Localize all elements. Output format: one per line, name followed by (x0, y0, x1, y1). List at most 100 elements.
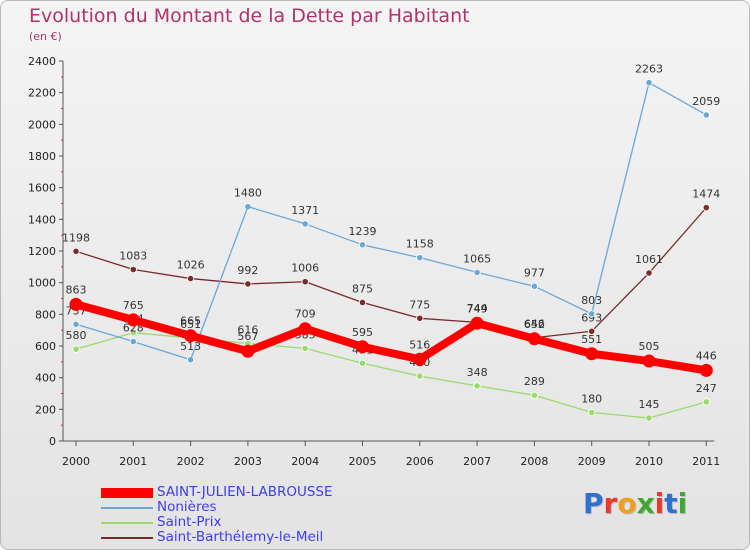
data-label-noni-res-2009: 803 (581, 294, 602, 307)
point-noni-res-2007 (473, 268, 481, 276)
data-label-saint-julien-labrousse-2001: 765 (123, 299, 144, 312)
point-saint-barth-lemy-le-meil-2000 (72, 247, 80, 255)
data-label-noni-res-2005: 1239 (349, 225, 377, 238)
data-label-saint-prix-2010: 145 (639, 398, 660, 411)
point-saint-julien-labrousse-2001 (126, 313, 140, 327)
series-line-noni-res-1 (304, 82, 707, 315)
logo-letter: P (583, 487, 604, 520)
point-saint-barth-lemy-le-meil-2011 (702, 204, 710, 212)
point-saint-barth-lemy-le-meil-2010 (645, 269, 653, 277)
y-tick-label-1400: 1400 (28, 213, 56, 226)
point-noni-res-2005 (358, 241, 367, 249)
point-saint-prix-2007 (473, 382, 481, 390)
data-label-noni-res-2010: 2263 (635, 63, 663, 76)
x-tick-label-2001: 2001 (119, 455, 147, 468)
logo-letter: i (677, 487, 688, 520)
data-label-saint-julien-labrousse-2011: 446 (696, 349, 717, 362)
data-label-saint-barth-lemy-le-meil-2000: 1198 (62, 231, 90, 244)
point-saint-prix-2009 (588, 408, 596, 417)
x-tick-label-2000: 2000 (62, 455, 90, 468)
point-saint-prix-2000 (72, 345, 80, 353)
data-label-saint-barth-lemy-le-meil-2008: 652 (524, 318, 545, 331)
data-label-saint-prix-2009: 180 (581, 393, 602, 406)
data-label-saint-julien-labrousse-2000: 863 (66, 283, 87, 296)
y-tick-label-200: 200 (35, 403, 56, 416)
data-label-noni-res-2003: 1480 (234, 187, 262, 200)
point-saint-julien-labrousse-2008 (527, 332, 541, 346)
legend-label-nonieres: Nonières (157, 499, 217, 515)
logo-letter: x (636, 487, 655, 520)
x-tick-label-2009: 2009 (578, 455, 606, 468)
point-saint-julien-labrousse-2000 (69, 297, 83, 311)
data-label-saint-julien-labrousse-2006: 516 (409, 338, 430, 351)
data-label-saint-barth-lemy-le-meil-2004: 1006 (291, 262, 319, 275)
chart-title: Evolution du Montant de la Dette par Hab… (29, 5, 470, 27)
series-line-saint-julien-labrousse-0 (72, 300, 711, 375)
x-tick-label-2005: 2005 (349, 455, 377, 468)
point-saint-julien-labrousse-2011 (699, 363, 713, 377)
point-saint-barth-lemy-le-meil-2003 (244, 280, 252, 288)
x-tick-label-2006: 2006 (406, 455, 434, 468)
point-saint-julien-labrousse-2007 (470, 316, 484, 330)
y-tick-label-1200: 1200 (28, 245, 56, 258)
data-label-saint-barth-lemy-le-meil-2007: 749 (467, 302, 488, 315)
point-saint-barth-lemy-le-meil-2002 (187, 274, 195, 283)
data-label-saint-barth-lemy-le-meil-2003: 992 (237, 264, 258, 277)
point-saint-barth-lemy-le-meil-2009 (588, 327, 596, 335)
data-label-saint-barth-lemy-le-meil-2009: 693 (581, 311, 602, 324)
series-line-noni-res-extra (247, 206, 306, 225)
point-saint-julien-labrousse-2004 (298, 322, 312, 336)
logo-letter: t (664, 487, 678, 520)
x-tick-label-2002: 2002 (177, 455, 205, 468)
point-saint-prix-2006 (416, 372, 424, 380)
legend-swatch-nonieres (101, 507, 153, 509)
data-label-saint-julien-labrousse-2008: 646 (524, 318, 545, 331)
x-tick-label-2011: 2011 (692, 455, 720, 468)
logo-letter: i (654, 487, 665, 520)
data-label-saint-prix-2003: 616 (237, 323, 258, 336)
data-label-noni-res-2002: 513 (180, 340, 201, 353)
x-tick-label-2003: 2003 (234, 455, 262, 468)
data-label-saint-julien-labrousse-2004: 709 (295, 308, 316, 321)
chart-subtitle: (en €) (29, 30, 62, 43)
y-tick-label-600: 600 (35, 340, 56, 353)
y-tick-label-0: 0 (49, 435, 56, 448)
point-saint-barth-lemy-le-meil-2004 (301, 278, 309, 286)
point-saint-prix-2010 (645, 414, 653, 422)
point-saint-barth-lemy-le-meil-2005 (358, 298, 367, 307)
legend-label-saint-prix: Saint-Prix (157, 514, 222, 530)
point-saint-prix-2004 (301, 344, 309, 352)
point-noni-res-2010 (645, 79, 653, 87)
x-tick-label-2007: 2007 (463, 455, 491, 468)
y-tick-label-1800: 1800 (28, 150, 56, 163)
legend-label-saint-barthelemy: Saint-Barthélemy-le-Meil (157, 529, 324, 545)
point-noni-res-2006 (416, 254, 424, 262)
y-tick-label-800: 800 (35, 308, 56, 321)
data-label-saint-barth-lemy-le-meil-2010: 1061 (635, 253, 663, 266)
logo-letter: r (603, 487, 618, 520)
point-saint-barth-lemy-le-meil-2001 (129, 265, 137, 274)
data-label-noni-res-2007: 1065 (463, 252, 491, 265)
data-label-noni-res-2008: 977 (524, 266, 545, 279)
point-noni-res-2001 (129, 337, 137, 346)
legend-swatch-saint-prix (101, 522, 153, 524)
y-tick-label-1000: 1000 (28, 277, 56, 290)
point-saint-prix-2008 (530, 391, 539, 399)
data-label-saint-prix-2007: 348 (467, 366, 488, 379)
proxiti-logo: Proxiti (583, 487, 687, 520)
data-label-saint-julien-labrousse-2003: 567 (237, 330, 258, 343)
legend-swatch-saint-julien (101, 488, 153, 498)
point-noni-res-2011 (702, 111, 710, 119)
point-saint-prix-2001 (129, 329, 137, 337)
data-label-noni-res-2004: 1371 (291, 204, 319, 217)
y-tick-label-1600: 1600 (28, 182, 56, 195)
data-label-saint-prix-2002: 651 (180, 318, 201, 331)
point-noni-res-2000 (72, 320, 80, 328)
data-label-saint-barth-lemy-le-meil-2006: 775 (409, 298, 430, 311)
legend-swatch-saint-barthelemy (101, 537, 153, 539)
series-line-saint-prix-0 (75, 332, 707, 419)
y-tick-label-2000: 2000 (28, 118, 56, 131)
data-label-saint-julien-labrousse-2007: 744 (467, 302, 488, 315)
